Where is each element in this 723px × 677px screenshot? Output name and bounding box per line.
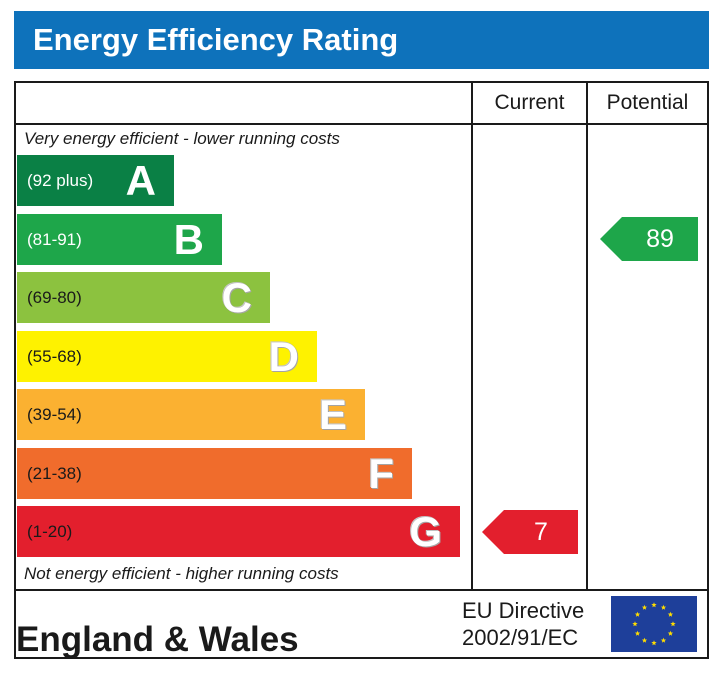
current-rating-value: 7	[534, 517, 548, 546]
bottom-note: Not energy efficient - higher running co…	[24, 564, 339, 583]
eu-star-icon	[634, 611, 641, 617]
rating-chart: Current Potential Very energy efficient …	[14, 81, 709, 659]
band-range-e: (39-54)	[27, 405, 82, 424]
current-column-header: Current	[494, 91, 565, 114]
title-banner: Energy Efficiency Rating	[14, 11, 709, 69]
potential-rating-arrow: 89	[600, 217, 698, 261]
band-e: (39-54) E	[17, 389, 365, 440]
eu-star-icon	[670, 621, 676, 627]
directive-line-2: 2002/91/EC	[462, 625, 579, 650]
eu-star-icon	[660, 637, 667, 643]
band-letter-f: F	[368, 449, 394, 497]
band-a: (92 plus) A	[17, 155, 174, 206]
band-g: (1-20) G	[17, 506, 460, 557]
band-letter-b: B	[173, 215, 204, 263]
band-range-g: (1-20)	[27, 522, 73, 541]
eu-star-icon	[641, 637, 648, 643]
current-rating-arrow: 7	[482, 509, 578, 554]
eu-star-icon	[651, 640, 657, 646]
band-letter-e: E	[318, 391, 347, 438]
potential-rating-value: 89	[646, 225, 674, 253]
region-label: England & Wales	[16, 620, 299, 659]
band-letter-c: C	[221, 274, 252, 321]
divider-potential	[586, 83, 588, 591]
band-c: (69-80) C	[17, 272, 270, 323]
top-note: Very energy efficient - lower running co…	[24, 129, 340, 148]
band-range-a: (92 plus)	[27, 171, 94, 190]
band-range-b: (81-91)	[27, 229, 82, 249]
eu-star-icon	[667, 630, 674, 636]
page-title: Energy Efficiency Rating	[33, 22, 399, 57]
band-b: (81-91) B	[17, 213, 222, 265]
eu-star-icon	[634, 630, 641, 636]
band-letter-d: D	[268, 332, 299, 380]
eu-star-icon	[651, 602, 657, 608]
footer-rule	[16, 589, 707, 591]
eu-star-icon	[660, 604, 667, 610]
band-range-d: (55-68)	[27, 346, 82, 366]
current-rating-arrow-shape	[482, 509, 578, 554]
divider-current	[471, 83, 473, 591]
band-letter-a: A	[125, 157, 156, 204]
eu-star-icon	[632, 621, 638, 627]
eu-flag-icon	[611, 596, 697, 652]
band-range-c: (69-80)	[27, 288, 82, 307]
eu-star-icon	[667, 611, 674, 617]
directive-line-1: EU Directive	[462, 598, 585, 623]
band-range-f: (21-38)	[27, 463, 82, 483]
header-rule	[16, 123, 707, 125]
band-d: (55-68) D	[17, 330, 317, 382]
eu-star-icon	[641, 604, 648, 610]
band-f: (21-38) F	[17, 447, 412, 499]
potential-column-header: Potential	[606, 91, 689, 114]
band-letter-g: G	[409, 508, 442, 555]
potential-rating-arrow-shape	[600, 217, 698, 261]
